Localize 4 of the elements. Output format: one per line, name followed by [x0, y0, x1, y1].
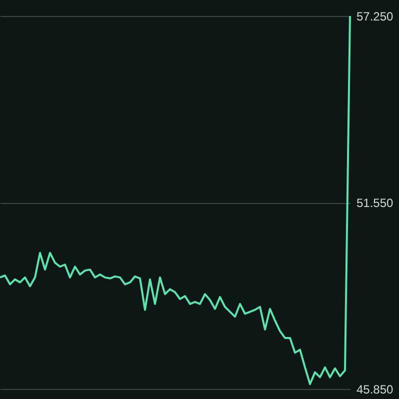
- y-tick-label: 57.250: [356, 10, 394, 24]
- line-series: [0, 15, 351, 386]
- y-tick-label: 51.550: [356, 196, 394, 210]
- y-tick-label: 45.850: [356, 382, 394, 396]
